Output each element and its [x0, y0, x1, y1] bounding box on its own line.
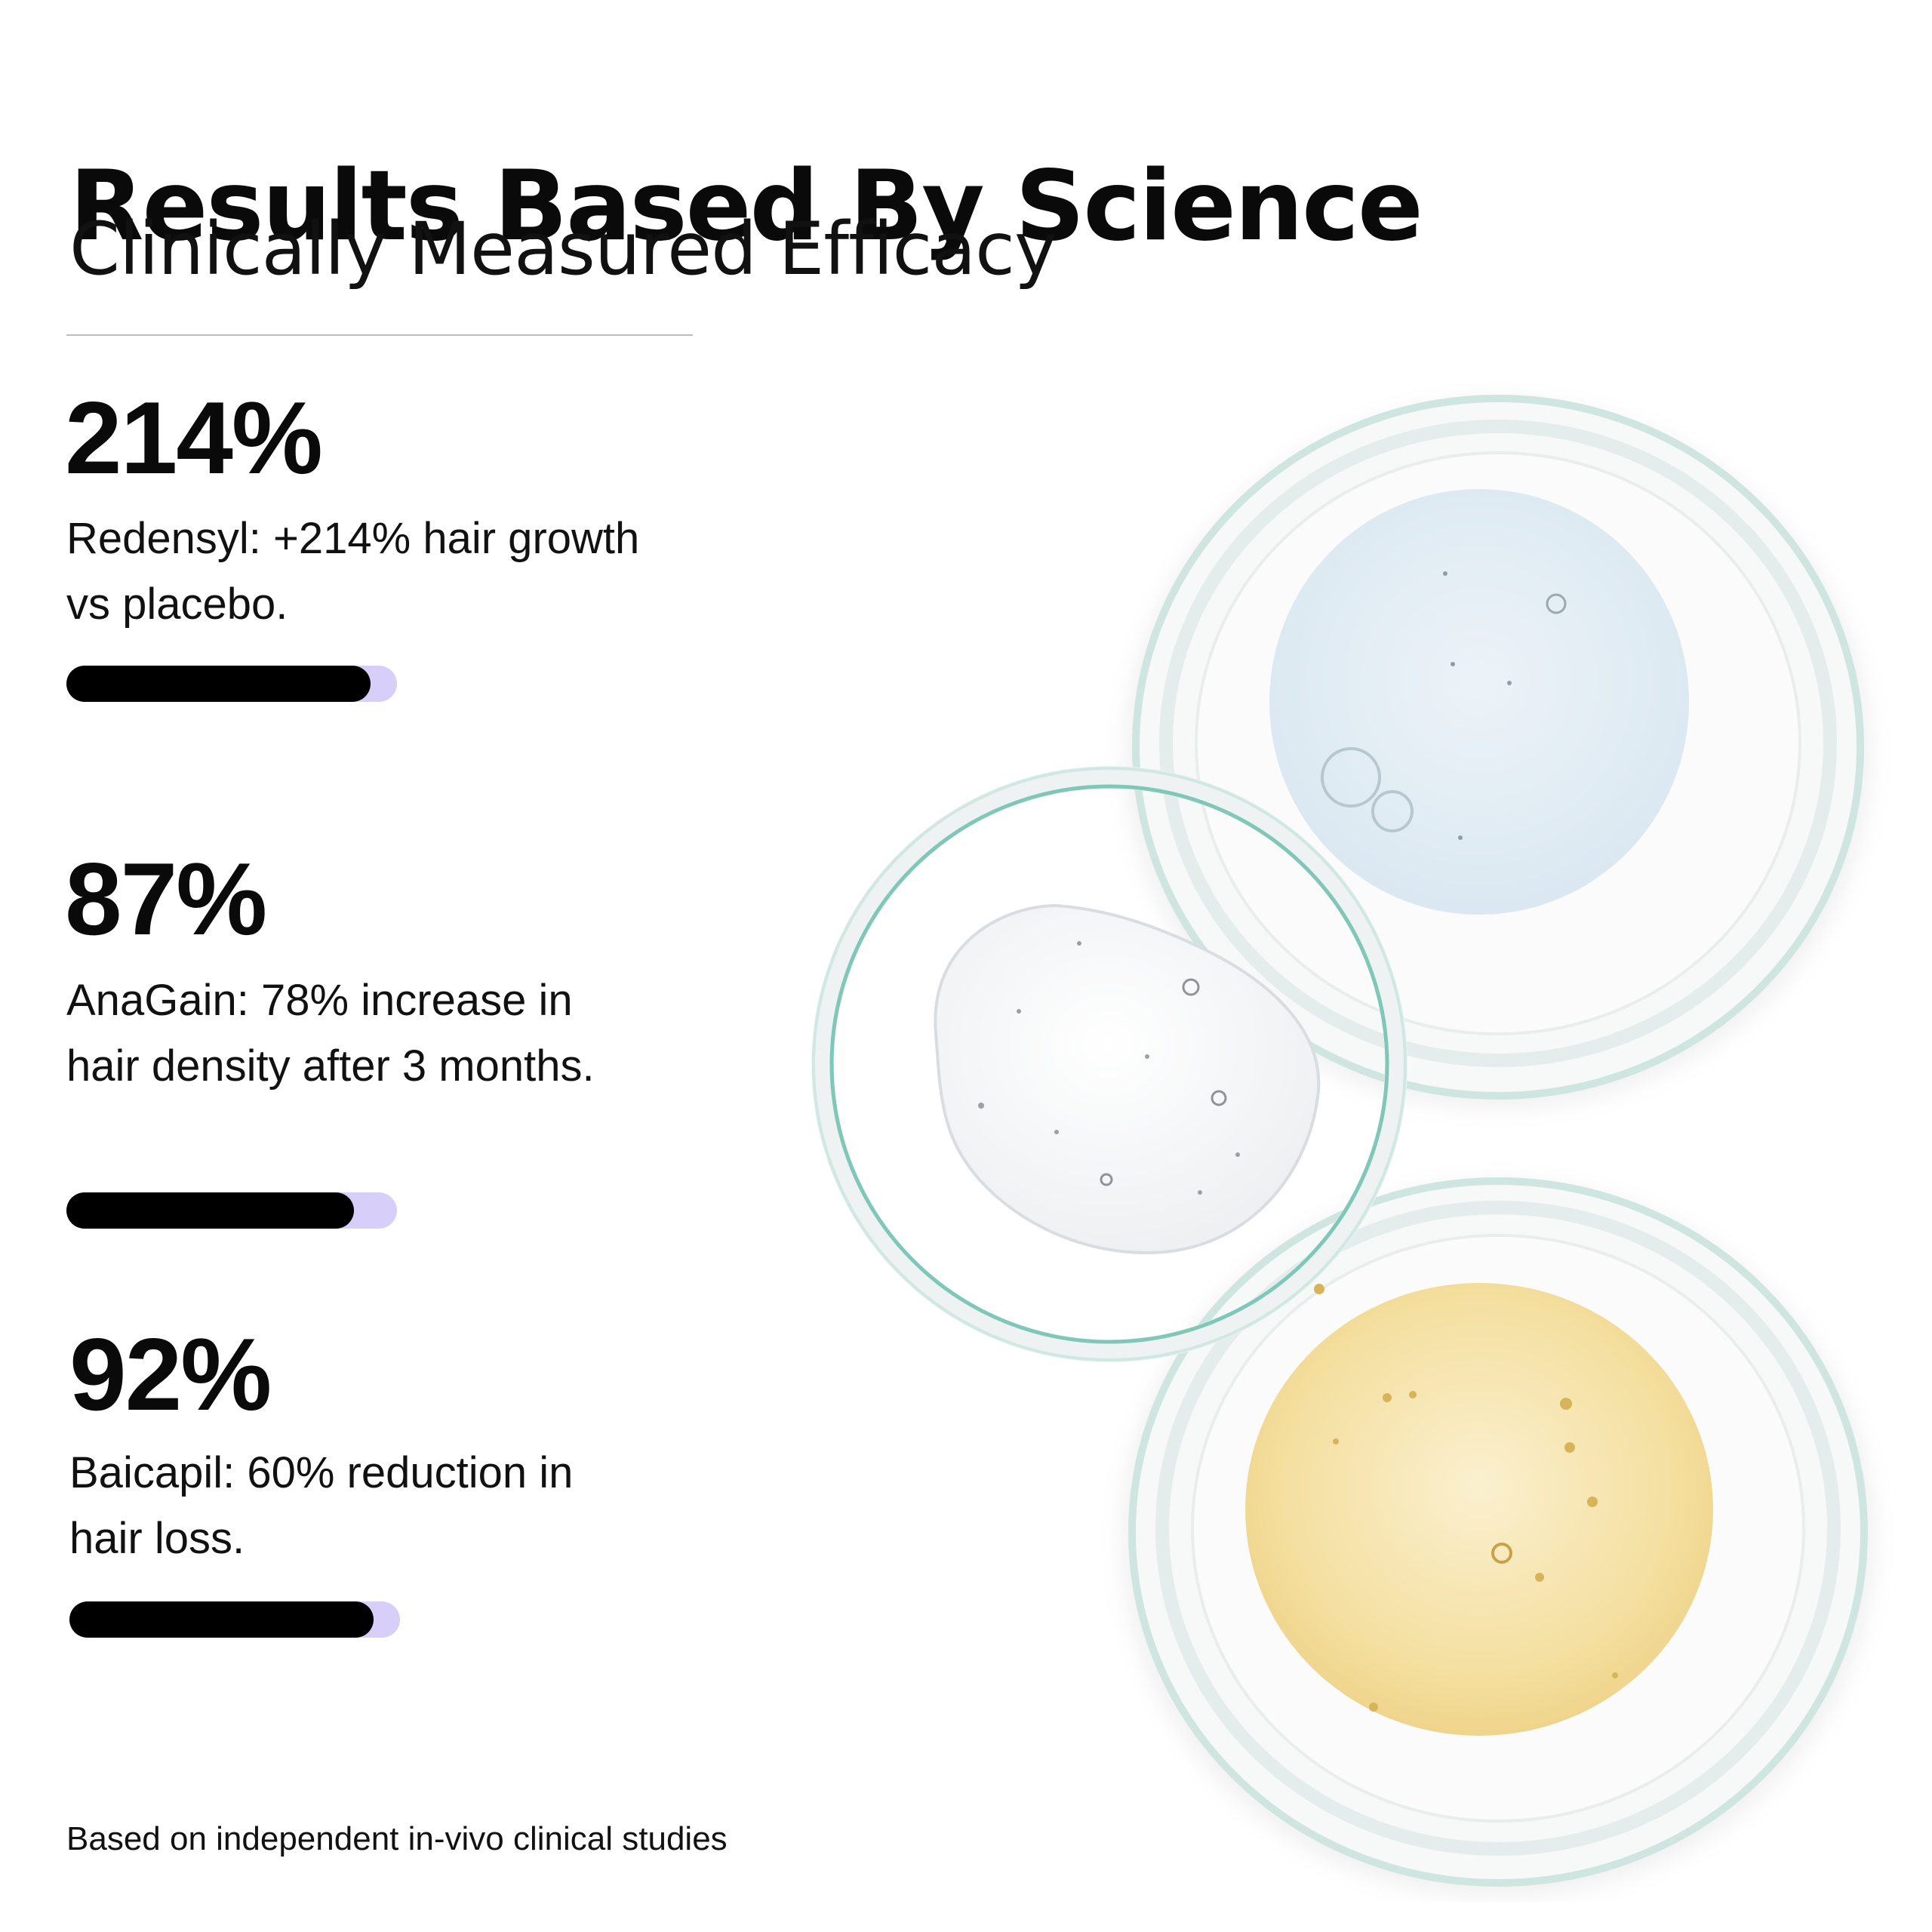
- stat-value-anagain: 87%: [65, 841, 267, 956]
- progress-bar-baicapil: [69, 1601, 400, 1638]
- progress-bar-redensyl: [66, 666, 397, 702]
- page-subtitle: Clinically Measured Efficacy: [69, 207, 1057, 291]
- progress-fill-anagain: [66, 1192, 355, 1229]
- footnote: Based on independent in-vivo clinical st…: [66, 1820, 728, 1857]
- stat-description-anagain: AnaGain: 78% increase in hair density af…: [66, 976, 595, 1091]
- stat-value-baicapil: 92%: [69, 1317, 272, 1432]
- dish-middle-ring: [811, 766, 1407, 1362]
- progress-fill-baicapil: [69, 1601, 374, 1638]
- dish-bottom: [1121, 1177, 1875, 1898]
- page-title: Results Based By Science: [69, 149, 1423, 263]
- progress-fill-redensyl: [66, 666, 371, 702]
- stat-description-redensyl: Redensyl: +214% hair growth vs placebo.: [66, 514, 640, 629]
- header-divider: [66, 334, 693, 336]
- stat-description-baicapil: Baicapil: 60% reduction in hair loss.: [69, 1448, 574, 1563]
- stat-value-redensyl: 214%: [65, 380, 323, 495]
- petri-dishes-image: [811, 395, 1875, 1898]
- progress-bar-anagain: [66, 1192, 397, 1229]
